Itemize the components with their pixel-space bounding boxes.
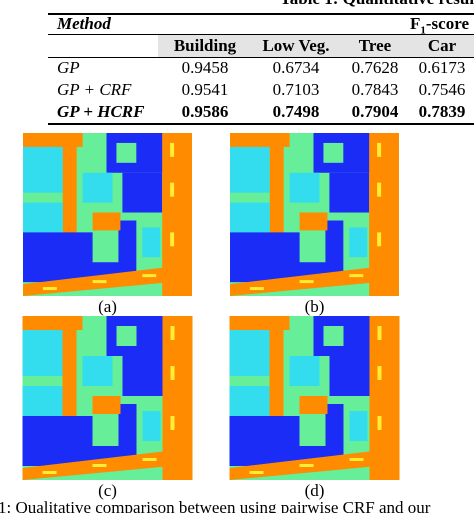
metric-rest: -score: [425, 14, 469, 33]
row-method: GP + HCRF: [57, 102, 145, 121]
rule: [48, 57, 474, 58]
caption: 1: Qualitative comparison between using …: [0, 498, 431, 513]
table-title: Table 1: Quantitative results for the th…: [280, 0, 474, 9]
cell-value: 0.6173: [418, 58, 466, 77]
cell-value: 0.7904: [351, 102, 399, 121]
panel-image: [229, 316, 400, 480]
cell-value: 0.7103: [272, 80, 320, 99]
cell-value: 0.7843: [351, 80, 399, 99]
row-method: GP + CRF: [57, 80, 132, 99]
cell-value: 0.9586: [181, 102, 229, 121]
method-header: Method: [57, 14, 111, 33]
cell-value: 0.9541: [181, 80, 229, 99]
cell-value: 0.7628: [351, 58, 399, 77]
bottom-rule: [48, 123, 474, 125]
cell-value: 0.9458: [181, 58, 229, 77]
top-rule: [48, 13, 474, 15]
panel-label: (d): [304, 481, 325, 500]
cell-value: 0.7546: [418, 80, 466, 99]
cell-value: 0.7498: [272, 102, 320, 121]
metric-main: F: [410, 14, 421, 33]
rule: [48, 34, 474, 35]
panel-image: [22, 133, 193, 296]
column-header: Tree: [358, 36, 392, 55]
panel-image: [22, 316, 193, 480]
metric-header: F1-score: [410, 14, 469, 40]
column-header: Car: [427, 36, 457, 55]
panel-label: (b): [304, 297, 325, 316]
panel-image: [229, 133, 400, 296]
panel-label: (a): [98, 297, 117, 316]
row-method: GP: [57, 58, 80, 77]
metric-sub: 1: [420, 24, 426, 37]
column-header: Low Veg.: [262, 36, 330, 55]
cell-value: 0.7839: [418, 102, 466, 121]
cell-value: 0.6734: [272, 58, 320, 77]
column-header: Building: [173, 36, 237, 55]
panel-label: (c): [98, 481, 117, 500]
header-background: [158, 35, 474, 57]
